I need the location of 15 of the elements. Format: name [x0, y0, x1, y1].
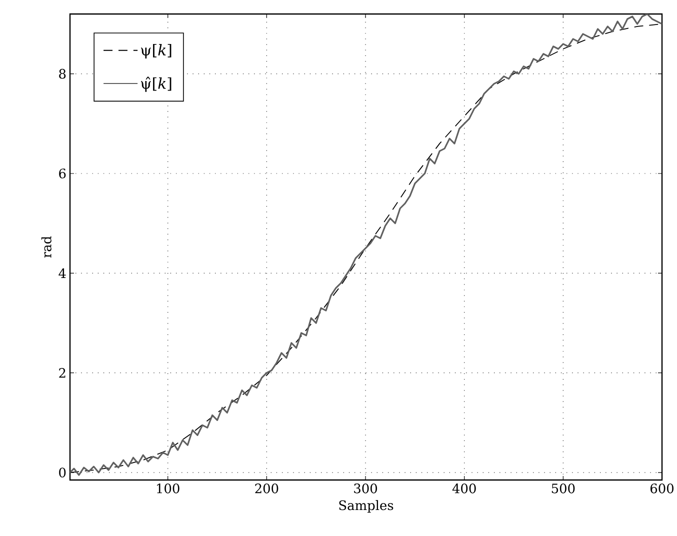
y-axis-title: rad: [41, 236, 52, 258]
y-tick-label: 0: [59, 468, 66, 478]
x-tick-label: 500: [552, 484, 575, 494]
legend-label: ψ[k]: [141, 44, 172, 58]
y-tick-label: 2: [59, 368, 66, 378]
y-tick-label: 6: [59, 168, 66, 178]
x-tick-label: 200: [255, 484, 278, 494]
x-tick-label: 100: [157, 484, 180, 494]
x-tick-label: 400: [452, 484, 476, 494]
y-tick-label: 4: [58, 268, 66, 278]
x-axis-title: Samples: [339, 500, 394, 513]
y-tick-label: 8: [59, 68, 66, 79]
legend-label: ψ̂[k]: [141, 76, 172, 92]
x-tick-label: 600: [650, 484, 674, 494]
x-tick-label: 300: [354, 484, 377, 494]
